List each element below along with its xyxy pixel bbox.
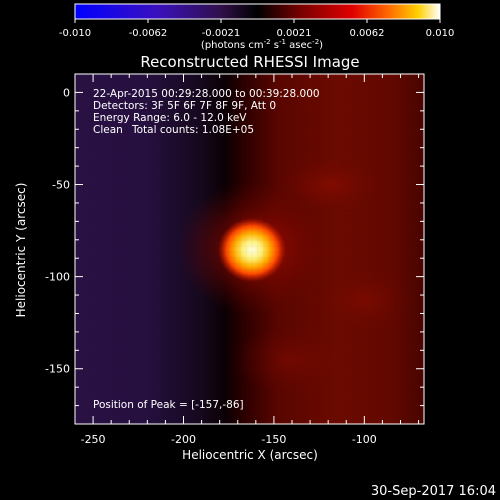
- clean-label: Clean: [93, 124, 123, 136]
- energy-range-text: Energy Range: 6.0 - 12.0 keV: [93, 112, 247, 124]
- colorbar-ticks: -0.010 -0.0062 -0.0021 0.0021 0.0062 0.010: [59, 19, 454, 39]
- peak-position-text: Position of Peak = [-157,-86]: [93, 399, 244, 411]
- x-tick-label: -150: [261, 433, 286, 446]
- y-tick-label: -150: [45, 363, 70, 376]
- footer-timestamp: 30-Sep-2017 16:04: [371, 484, 496, 499]
- colorbar-tick-label: 0.010: [426, 28, 455, 39]
- chart-title: Reconstructed RHESSI Image: [140, 53, 359, 71]
- colorbar-tick-label: -0.010: [59, 28, 91, 39]
- x-axis-label: Heliocentric X (arcsec): [182, 448, 318, 462]
- colorbar-tick-label: 0.0021: [277, 28, 312, 39]
- colorbar-frame: [74, 3, 441, 20]
- x-tick-label: -200: [171, 433, 196, 446]
- detectors-text: Detectors: 3F 5F 6F 7F 8F 9F, Att 0: [93, 100, 276, 112]
- image-annotations: 22-Apr-2015 00:29:28.000 to 00:39:28.000…: [93, 88, 320, 411]
- y-axis-ticks: 0 -50 -100 -150: [45, 73, 424, 425]
- colorbar-units: (photons cm-2 s-1 asec-2): [201, 38, 323, 51]
- colorbar-tick-label: -0.0021: [202, 28, 241, 39]
- colorbar-gradient: [75, 4, 440, 19]
- colorbar-tick-label: 0.0062: [350, 28, 385, 39]
- y-tick-label: 0: [63, 86, 70, 99]
- y-axis-label: Heliocentric Y (arcsec): [14, 183, 28, 318]
- time-range-text: 22-Apr-2015 00:29:28.000 to 00:39:28.000: [93, 88, 320, 100]
- colorbar-tick-label: -0.0062: [129, 28, 168, 39]
- y-tick-label: -100: [45, 271, 70, 284]
- y-tick-label: -50: [52, 179, 70, 192]
- x-axis-ticks: -250 -200 -150 -100: [74, 74, 420, 446]
- x-tick-label: -250: [81, 433, 106, 446]
- x-tick-label: -100: [352, 433, 377, 446]
- colorbar: -0.010 -0.0062 -0.0021 0.0021 0.0062 0.010 (p…: [59, 3, 454, 51]
- plot-frame: [74, 73, 425, 425]
- heatmap-image: [75, 74, 424, 424]
- total-counts-text: Total counts: 1.08E+05: [131, 124, 254, 136]
